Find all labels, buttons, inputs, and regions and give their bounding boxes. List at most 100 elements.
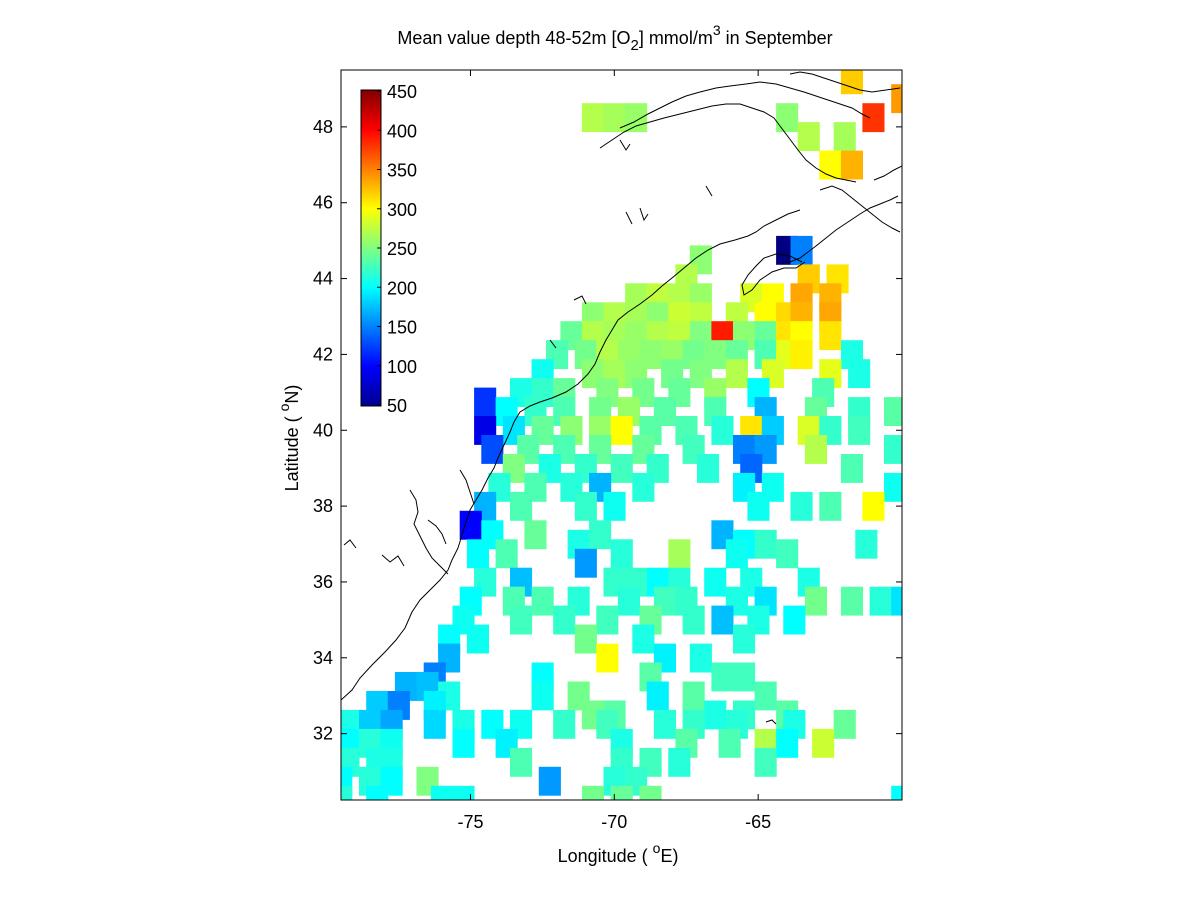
y-axis-label: Latitude ( oN) <box>276 385 302 492</box>
heatmap-cell <box>689 643 712 673</box>
heatmap-cell <box>718 728 741 758</box>
y-axis-ticks: 32 34 36 38 40 42 44 46 48 <box>313 117 902 744</box>
y-tick-label: 44 <box>313 269 333 289</box>
y-tick-label: 46 <box>313 193 333 213</box>
heatmap-cell <box>610 416 633 445</box>
heatmap-cell <box>819 321 842 351</box>
y-tick-label: 42 <box>313 344 333 364</box>
x-axis-ticks: -75 -70 -65 <box>457 70 771 832</box>
heatmap-cell <box>682 681 705 711</box>
heatmap-cell <box>553 709 576 739</box>
colorbar: 50 100 150 200 250 300 350 400 450 <box>360 82 417 416</box>
heatmap-cell <box>474 387 497 417</box>
heatmap-cell <box>581 785 604 800</box>
heatmap-cell <box>733 624 756 654</box>
y-tick-label: 36 <box>313 572 333 592</box>
x-tick-label: -75 <box>457 812 483 832</box>
heatmap-cell <box>754 529 777 559</box>
heatmap-cell <box>840 586 863 616</box>
heatmap-cell <box>341 766 353 796</box>
x-tick-label: -65 <box>745 812 771 832</box>
heatmap-cell <box>610 454 633 483</box>
heatmap-cell <box>617 586 640 616</box>
heatmap-cell <box>804 586 827 616</box>
y-tick-label: 32 <box>313 724 333 744</box>
heatmap-cell <box>776 103 799 133</box>
heatmap-cell <box>862 491 885 521</box>
heatmap-cell <box>423 709 446 739</box>
heatmap-cell <box>790 491 813 521</box>
x-tick-label: -70 <box>601 812 627 832</box>
heatmap-cell <box>869 586 892 616</box>
heatmap-cell <box>596 605 619 635</box>
heatmap-cell <box>840 70 863 95</box>
heatmap-cell <box>574 624 597 654</box>
heatmap-cell <box>704 567 727 597</box>
heatmap-cell <box>704 700 727 730</box>
heatmap-cell <box>891 84 902 114</box>
heatmap-cells <box>341 70 902 800</box>
heatmap-cell <box>862 103 885 133</box>
y-tick-label: 48 <box>313 117 333 137</box>
heatmap-cell <box>510 747 533 777</box>
colorbar-tick-label: 450 <box>387 82 417 102</box>
heatmap-cell <box>711 416 734 445</box>
heatmap-cell <box>711 662 734 692</box>
map-title: Mean value depth 48-52m [O2] mmol/m3 in … <box>397 22 832 54</box>
heatmap-cell <box>804 435 827 464</box>
heatmap-cell <box>725 539 748 569</box>
heatmap-cell <box>632 624 655 654</box>
heatmap-cell <box>884 472 902 502</box>
heatmap-cell <box>833 122 856 151</box>
heatmap-cell <box>754 681 777 711</box>
heatmap-cell <box>481 435 504 464</box>
heatmap-cell <box>848 359 871 389</box>
heatmap-cell <box>682 605 705 635</box>
y-tick-label: 34 <box>313 648 333 668</box>
heatmap-cell <box>840 454 863 483</box>
heatmap-cell <box>603 103 626 133</box>
heatmap-cell <box>452 785 475 800</box>
colorbar-tick-label: 250 <box>387 239 417 259</box>
heatmap-cell <box>610 785 633 800</box>
heatmap-cell <box>891 586 902 616</box>
heatmap-cell <box>466 539 489 569</box>
heatmap-cell <box>430 785 453 800</box>
axes-frame <box>340 69 903 801</box>
colorbar-tick-label: 50 <box>387 396 407 416</box>
heatmap-cell <box>668 747 691 777</box>
heatmap-cell <box>653 709 676 739</box>
heatmap-cell <box>538 766 561 796</box>
heatmap-cell <box>776 728 799 758</box>
heatmap-cell <box>725 359 748 389</box>
colorbar-tick-label: 400 <box>387 121 417 141</box>
heatmap-cell <box>812 728 835 758</box>
heatmap-cell <box>891 785 902 800</box>
colorbar-tick-label: 100 <box>387 357 417 377</box>
heatmap-cell <box>790 340 813 370</box>
heatmap-cell <box>797 122 820 151</box>
heatmap-cell <box>632 472 655 502</box>
x-axis-label: Longitude ( oE) <box>558 840 679 866</box>
heatmap-cell <box>466 624 489 654</box>
heatmap-cell <box>574 491 597 521</box>
colorbar-tick-label: 300 <box>387 200 417 220</box>
heatmap-cell <box>884 397 902 426</box>
heatmap-cell <box>603 491 626 521</box>
heatmap-cell <box>747 491 770 521</box>
heatmap-cell <box>639 785 662 800</box>
heatmap-cell <box>783 605 806 635</box>
heatmap-cell <box>848 416 871 445</box>
y-tick-label: 38 <box>313 496 333 516</box>
colorbar-tick-label: 350 <box>387 161 417 181</box>
colorbar-ticks: 50 100 150 200 250 300 350 400 450 <box>377 82 417 416</box>
coastline <box>341 71 902 725</box>
heatmap-cell <box>855 529 878 559</box>
heatmap-cell <box>553 605 576 635</box>
heatmap-cell <box>459 510 482 540</box>
heatmap-cell <box>733 662 756 692</box>
heatmap-cell <box>581 103 604 133</box>
heatmap-cell <box>495 539 518 569</box>
